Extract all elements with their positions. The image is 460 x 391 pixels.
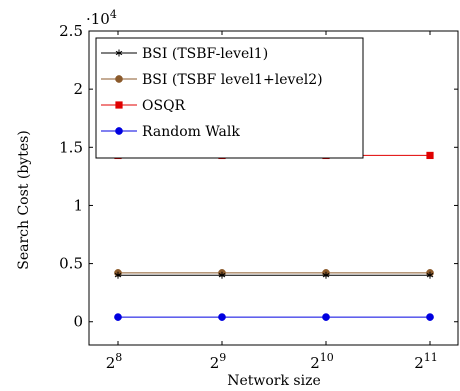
x-tick-label: 210	[310, 351, 334, 372]
axes: 0 0.5 1 1.5 2 2.5·104 28 29 210 211	[59, 8, 459, 372]
legend-label: OSQR	[142, 98, 186, 114]
data-point	[322, 271, 330, 279]
x-tick-exponent: 10	[320, 351, 334, 364]
x-tick-label: 211	[414, 351, 438, 372]
data-point	[426, 151, 434, 160]
star-stroke	[218, 273, 226, 278]
data-point	[218, 271, 226, 279]
data-point	[426, 313, 434, 321]
y-tick-label: 1.5	[59, 138, 83, 156]
star-stroke	[322, 273, 330, 278]
plot-frame	[88, 30, 459, 346]
legend-marker	[115, 101, 123, 109]
x-tick-label: 29	[210, 351, 227, 372]
star-stroke	[426, 273, 434, 278]
plot-area	[114, 151, 434, 321]
legend-label: Random Walk	[142, 124, 240, 140]
legend: BSI (TSBF-level1) BSI (TSBF level1+level2…	[95, 37, 364, 159]
data-point	[426, 271, 434, 279]
x-tick-exponent: 11	[424, 351, 438, 364]
x-tick-exponent: 9	[219, 351, 226, 364]
legend-marker	[115, 127, 123, 135]
series-3	[114, 313, 434, 321]
star-stroke	[114, 273, 122, 278]
x-axis-label: Network size	[227, 373, 321, 389]
y-multiplier-exponent: 4	[110, 8, 117, 21]
legend-marker	[115, 75, 123, 83]
data-point	[114, 271, 122, 279]
data-point	[322, 313, 330, 321]
legend-label: BSI (TSBF-level1)	[142, 46, 268, 62]
y-tick-label: 0.5	[59, 255, 83, 273]
y-tick-label: 0	[73, 313, 83, 331]
y-axis-label: Search Cost (bytes)	[16, 130, 32, 270]
y-multiplier-label: ·104	[86, 8, 117, 28]
data-point	[114, 313, 122, 321]
star-stroke	[115, 50, 123, 56]
x-tick-label: 28	[106, 351, 123, 372]
data-point	[218, 313, 226, 321]
y-tick-label: 1	[73, 196, 83, 214]
x-tick-exponent: 8	[115, 351, 122, 364]
legend-box	[95, 37, 364, 159]
legend-marker	[115, 49, 123, 57]
y-tick-label: 2.5	[59, 22, 83, 40]
y-tick-label: 2	[73, 80, 83, 98]
series-0	[114, 271, 434, 279]
legend-label: BSI (TSBF level1+level2)	[142, 72, 323, 88]
